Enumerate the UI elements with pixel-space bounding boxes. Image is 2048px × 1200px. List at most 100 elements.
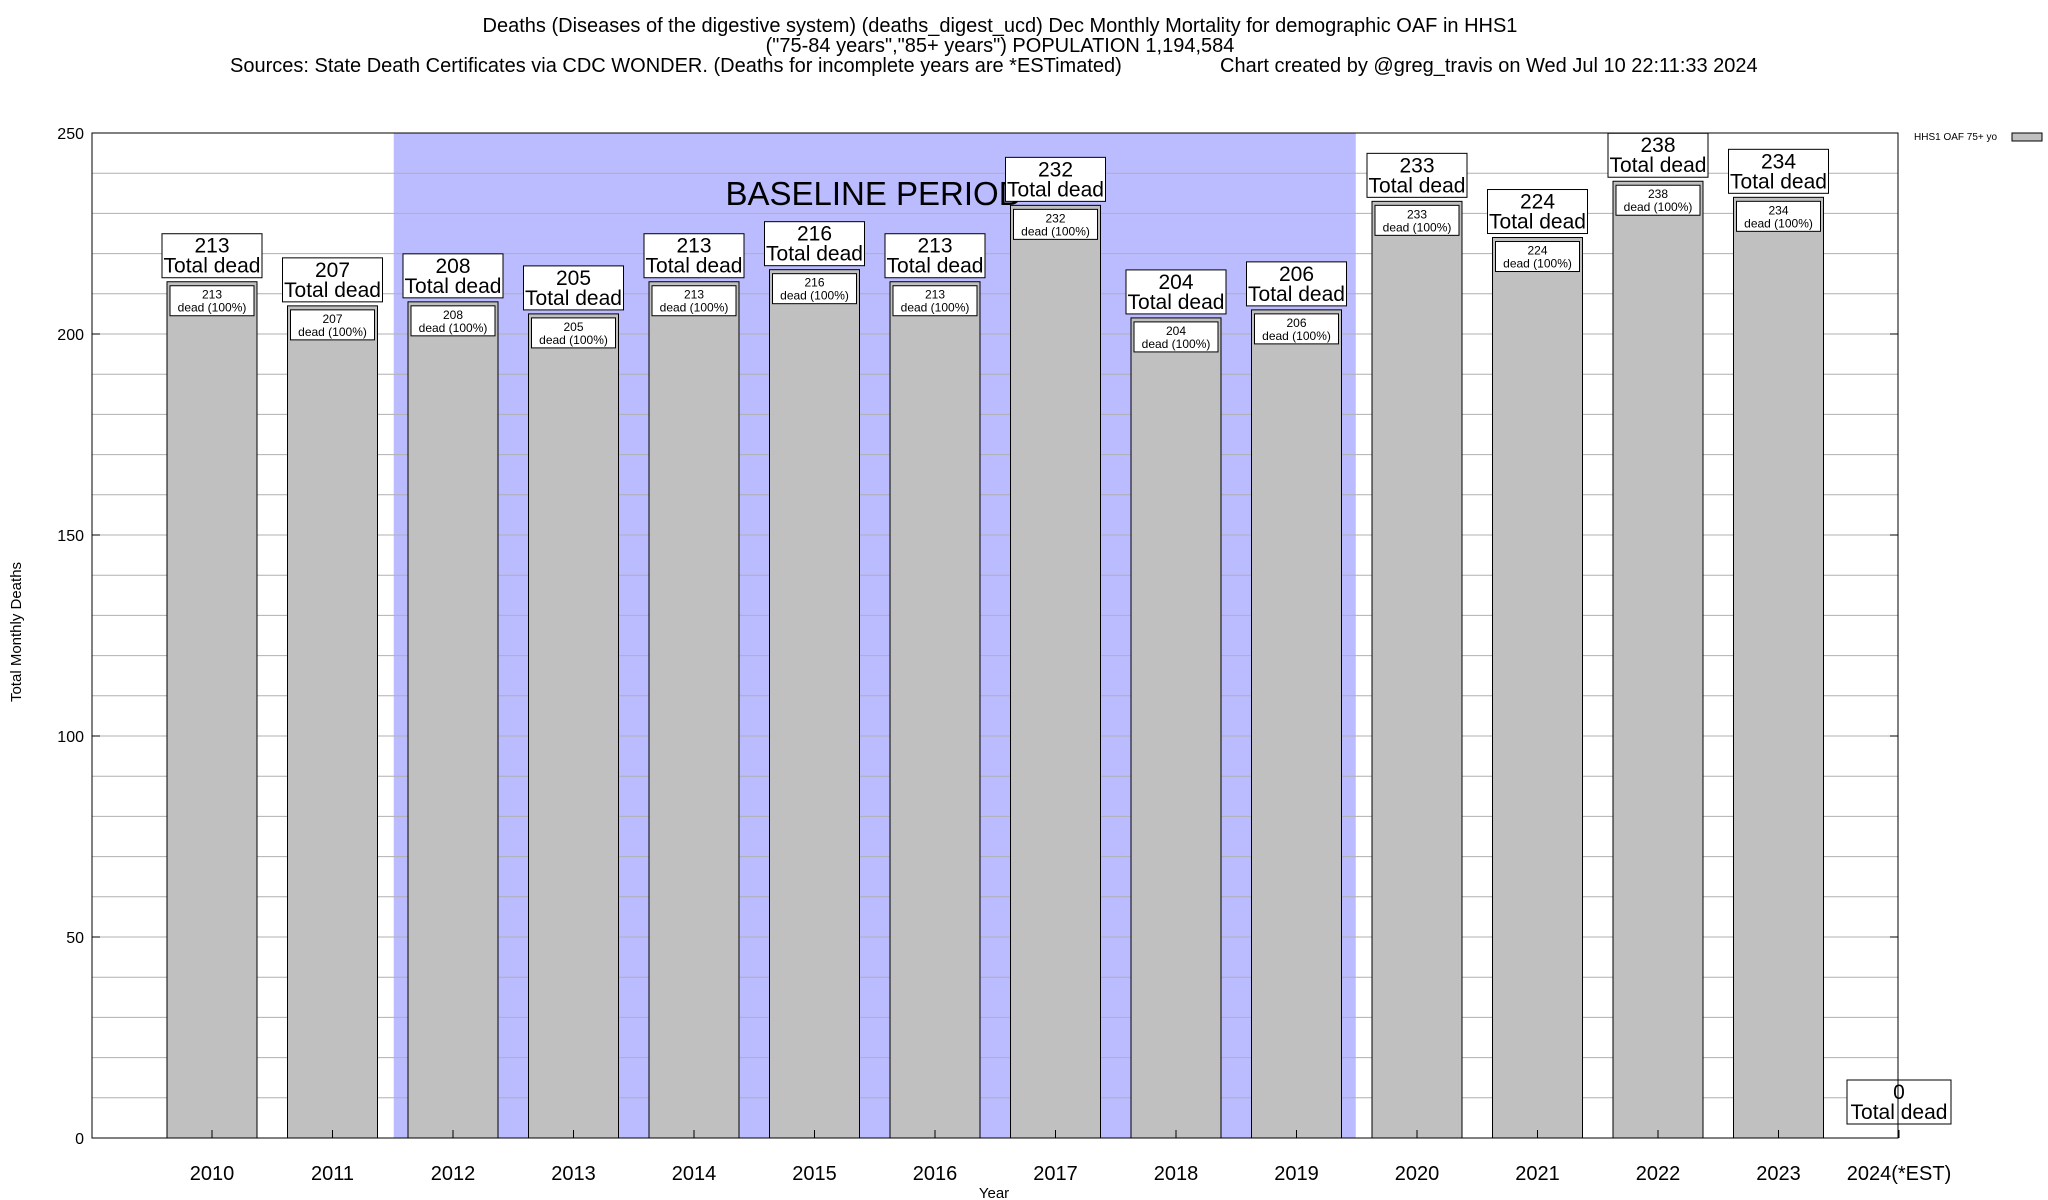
total-label-box bbox=[161, 233, 263, 279]
inner-label-suffix: dead (100%) bbox=[539, 333, 608, 347]
grid-layer bbox=[92, 172, 1898, 1099]
inner-label-suffix: dead (100%) bbox=[1262, 329, 1331, 343]
legend-label: HHS1 OAF 75+ yo bbox=[1914, 132, 1998, 143]
total-label-suffix: Total dead bbox=[405, 275, 502, 298]
x-tick-label: 2023 bbox=[1756, 1163, 1801, 1185]
y-tick-label: 150 bbox=[57, 528, 84, 545]
total-label-value: 238 bbox=[1640, 134, 1675, 157]
total-label-box bbox=[884, 233, 986, 279]
legend: HHS1 OAF 75+ yo bbox=[1914, 132, 2043, 143]
total-label-value: 208 bbox=[435, 255, 470, 278]
bar bbox=[648, 281, 740, 1139]
total-label-suffix: Total dead bbox=[887, 255, 984, 278]
inner-label-suffix: dead (100%) bbox=[1503, 257, 1572, 271]
total-label-box bbox=[402, 253, 504, 299]
total-label-suffix: Total dead bbox=[1610, 154, 1707, 177]
total-label-value: 213 bbox=[676, 235, 711, 258]
inner-label-value: 238 bbox=[1648, 187, 1668, 201]
y-tick-label: 200 bbox=[57, 327, 84, 344]
x-tick-label: 2016 bbox=[913, 1163, 958, 1185]
inner-label-suffix: dead (100%) bbox=[1744, 216, 1813, 230]
total-label-value: 206 bbox=[1279, 263, 1314, 286]
inner-label-value: 213 bbox=[684, 288, 704, 302]
x-tick-label: 2021 bbox=[1515, 1163, 1560, 1185]
x-tick-label: 2018 bbox=[1154, 1163, 1199, 1185]
y-tick-label: 50 bbox=[66, 930, 84, 947]
inner-label-box bbox=[772, 273, 857, 305]
x-tick-label: 2015 bbox=[792, 1163, 837, 1185]
x-tick-label: 2019 bbox=[1274, 1163, 1319, 1185]
bar-layer bbox=[166, 180, 1824, 1139]
bar bbox=[1371, 200, 1463, 1139]
y-tick-label: 100 bbox=[57, 729, 84, 746]
inner-label-suffix: dead (100%) bbox=[780, 289, 849, 303]
inner-label-value: 206 bbox=[1286, 316, 1306, 330]
inner-label-suffix: dead (100%) bbox=[901, 301, 970, 315]
y-tick-label: 0 bbox=[75, 1131, 84, 1148]
x-tick-label: 2022 bbox=[1636, 1163, 1681, 1185]
inner-label-value: 207 bbox=[322, 312, 342, 326]
total-label-value: 216 bbox=[797, 223, 832, 246]
total-label-suffix: Total dead bbox=[1851, 1101, 1948, 1124]
inner-label-value: 216 bbox=[804, 276, 824, 290]
bar bbox=[166, 281, 258, 1139]
inner-label-box bbox=[892, 285, 978, 317]
total-label-suffix: Total dead bbox=[646, 255, 743, 278]
chart-sources: Sources: State Death Certificates via CD… bbox=[230, 55, 1122, 77]
total-label-value: 234 bbox=[1761, 150, 1796, 173]
inner-label-box bbox=[290, 309, 375, 341]
axis-layer: 0 50 100 150 200 250 2010 2011 2012 2013 2014 2015 2… bbox=[57, 126, 1951, 1185]
inner-label-value: 208 bbox=[443, 308, 463, 322]
total-label-box bbox=[1246, 261, 1347, 307]
total-label-suffix: Total dead bbox=[1007, 178, 1104, 201]
total-label-value: 0 bbox=[1893, 1081, 1905, 1104]
inner-label-box bbox=[1133, 321, 1219, 353]
total-label-value: 207 bbox=[315, 259, 350, 282]
total-label-suffix: Total dead bbox=[164, 255, 261, 278]
x-tick-label: 2014 bbox=[672, 1163, 717, 1185]
bar bbox=[1492, 237, 1583, 1139]
bar bbox=[1010, 204, 1101, 1139]
y-axis-label: Total Monthly Deaths bbox=[8, 562, 25, 702]
total-label-box bbox=[1728, 148, 1829, 194]
bar bbox=[769, 269, 860, 1139]
bar bbox=[528, 313, 619, 1139]
inner-label-box bbox=[531, 317, 616, 349]
total-label-suffix: Total dead bbox=[1128, 291, 1225, 314]
inner-label-suffix: dead (100%) bbox=[1142, 337, 1211, 351]
chart-title-line-2: ("75-84 years","85+ years") POPULATION 1… bbox=[766, 35, 1235, 57]
total-label-value: 233 bbox=[1399, 154, 1434, 177]
total-label-suffix: Total dead bbox=[284, 279, 381, 302]
x-tick-label: 2020 bbox=[1395, 1163, 1440, 1185]
bar bbox=[1733, 196, 1824, 1139]
baseline-period-label: BASELINE PERIOD bbox=[725, 175, 1022, 212]
y-tick-label: 250 bbox=[57, 126, 84, 143]
total-label-suffix: Total dead bbox=[766, 243, 863, 266]
inner-label-box bbox=[651, 285, 737, 317]
inner-label-suffix: dead (100%) bbox=[660, 301, 729, 315]
chart-credit: Chart created by @greg_travis on Wed Jul… bbox=[1220, 55, 1758, 77]
total-label-box bbox=[523, 265, 624, 311]
plot-frame bbox=[91, 132, 1899, 1139]
total-label-value: 213 bbox=[194, 235, 229, 258]
x-tick-label: 2012 bbox=[431, 1163, 476, 1185]
total-label-box bbox=[1366, 152, 1468, 198]
x-axis-label: Year bbox=[979, 1185, 1009, 1200]
chart-title-line-1: Deaths (Diseases of the digestive system… bbox=[483, 15, 1518, 37]
inner-label-suffix: dead (100%) bbox=[1624, 200, 1693, 214]
inner-label-value: 213 bbox=[202, 288, 222, 302]
inner-label-value: 232 bbox=[1045, 211, 1065, 225]
bar bbox=[1612, 180, 1704, 1139]
inner-label-suffix: dead (100%) bbox=[1383, 220, 1452, 234]
inner-label-box bbox=[1013, 208, 1098, 240]
inner-label-value: 213 bbox=[925, 288, 945, 302]
bar bbox=[1251, 309, 1342, 1139]
total-label-suffix: Total dead bbox=[1730, 170, 1827, 193]
legend-swatch bbox=[2011, 132, 2043, 142]
inner-label-value: 205 bbox=[563, 320, 583, 334]
inner-label-suffix: dead (100%) bbox=[419, 321, 488, 335]
total-label-value: 224 bbox=[1520, 191, 1555, 214]
inner-label-box bbox=[169, 285, 255, 317]
inner-label-box bbox=[1374, 204, 1460, 236]
